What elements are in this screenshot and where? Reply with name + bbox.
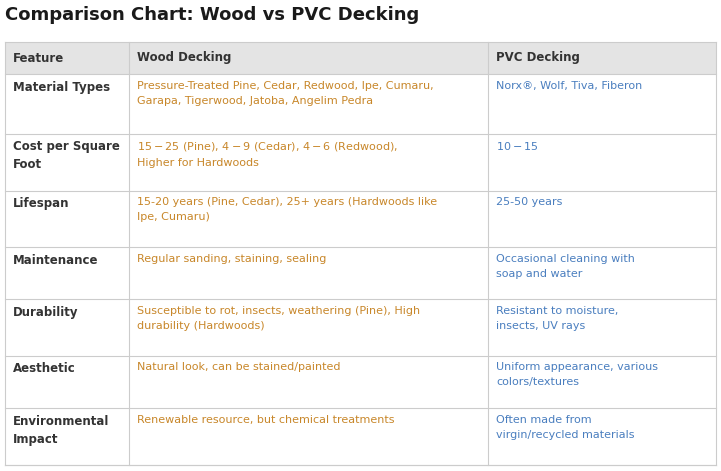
Text: Susceptible to rot, insects, weathering (Pine), High
durability (Hardwoods): Susceptible to rot, insects, weathering … [138,306,420,331]
Text: $15-$25 (Pine), $4-$9 (Cedar), $4-$6 (Redwood),
Higher for Hardwoods: $15-$25 (Pine), $4-$9 (Cedar), $4-$6 (Re… [138,140,399,168]
Text: Feature: Feature [13,51,64,65]
Text: Cost per Square
Foot: Cost per Square Foot [13,140,120,171]
Text: Occasional cleaning with
soap and water: Occasional cleaning with soap and water [497,254,635,278]
Text: Resistant to moisture,
insects, UV rays: Resistant to moisture, insects, UV rays [497,306,619,331]
Text: Natural look, can be stained/painted: Natural look, can be stained/painted [138,363,341,373]
Text: Pressure-Treated Pine, Cedar, Redwood, Ipe, Cumaru,
Garapa, Tigerwood, Jatoba, A: Pressure-Treated Pine, Cedar, Redwood, I… [138,81,434,106]
Text: Regular sanding, staining, sealing: Regular sanding, staining, sealing [138,254,327,264]
Text: Material Types: Material Types [13,81,110,94]
Text: Environmental
Impact: Environmental Impact [13,415,110,446]
Text: Renewable resource, but chemical treatments: Renewable resource, but chemical treatme… [138,415,395,425]
Text: Often made from
virgin/recycled materials: Often made from virgin/recycled material… [497,415,635,439]
Bar [5,42,716,74]
Text: Maintenance: Maintenance [13,254,99,267]
Text: 25-50 years: 25-50 years [497,197,563,207]
Text: Norx®, Wolf, Tiva, Fiberon: Norx®, Wolf, Tiva, Fiberon [497,81,642,91]
Text: PVC Decking: PVC Decking [497,51,580,65]
Text: Uniform appearance, various
colors/textures: Uniform appearance, various colors/textu… [497,363,658,387]
Text: Durability: Durability [13,306,79,319]
Text: $10-$15: $10-$15 [497,140,539,153]
Text: Lifespan: Lifespan [13,197,69,211]
Text: Wood Decking: Wood Decking [138,51,231,65]
Text: Comparison Chart: Wood vs PVC Decking: Comparison Chart: Wood vs PVC Decking [5,6,419,24]
Bar [5,42,716,465]
Text: 15-20 years (Pine, Cedar), 25+ years (Hardwoods like
Ipe, Cumaru): 15-20 years (Pine, Cedar), 25+ years (Ha… [138,197,438,222]
Text: Aesthetic: Aesthetic [13,363,76,375]
